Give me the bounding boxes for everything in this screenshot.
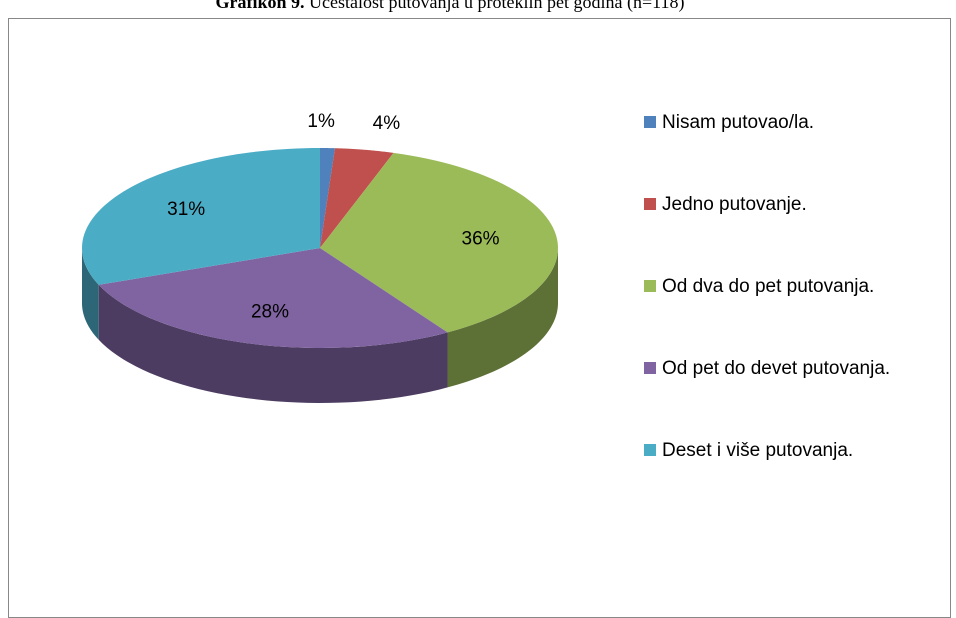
legend-item: Nisam putovao/la. — [644, 110, 947, 192]
pie-side — [98, 284, 448, 403]
data-label: 36% — [462, 228, 500, 249]
legend-item: Jedno putovanje. — [644, 192, 947, 274]
data-label: 1% — [307, 111, 335, 132]
legend-swatch — [644, 198, 656, 210]
legend-item: Od pet do devet putovanja. — [644, 356, 947, 438]
pie-slice — [320, 148, 394, 248]
title-text: Učestalost putovanja u proteklih pet god… — [309, 0, 685, 12]
legend: Nisam putovao/la. Jedno putovanje. Od dva … — [644, 110, 947, 520]
legend-label: Od pet do devet putovanja. — [662, 358, 891, 379]
chart: 1% 4% 36% 28% 31% — [82, 111, 558, 403]
chart-title: Grafikon 9. Učestalost putovanja u prote… — [0, 0, 900, 13]
legend-item: Od dva do pet putovanja. — [644, 274, 947, 356]
pie-slice — [82, 148, 320, 285]
data-label: 31% — [167, 199, 205, 220]
data-label: 4% — [373, 113, 401, 134]
legend-swatch — [644, 116, 656, 128]
data-label: 28% — [251, 302, 289, 323]
legend-label: Od dva do pet putovanja. — [662, 276, 875, 297]
legend-label: Nisam putovao/la. — [662, 112, 815, 133]
legend-label: Deset i više putovanja. — [662, 440, 854, 461]
pie-slice — [320, 152, 558, 333]
pie-side — [447, 248, 558, 388]
legend-swatch — [644, 280, 656, 292]
pie-slice — [320, 148, 335, 248]
pie-slice — [98, 248, 448, 348]
legend-swatch — [644, 444, 656, 456]
legend-item: Deset i više putovanja. — [644, 438, 947, 520]
legend-swatch — [644, 362, 656, 374]
figure-label: Grafikon 9. — [215, 0, 305, 12]
legend-label: Jedno putovanje. — [662, 194, 807, 215]
pie-side — [82, 248, 99, 340]
